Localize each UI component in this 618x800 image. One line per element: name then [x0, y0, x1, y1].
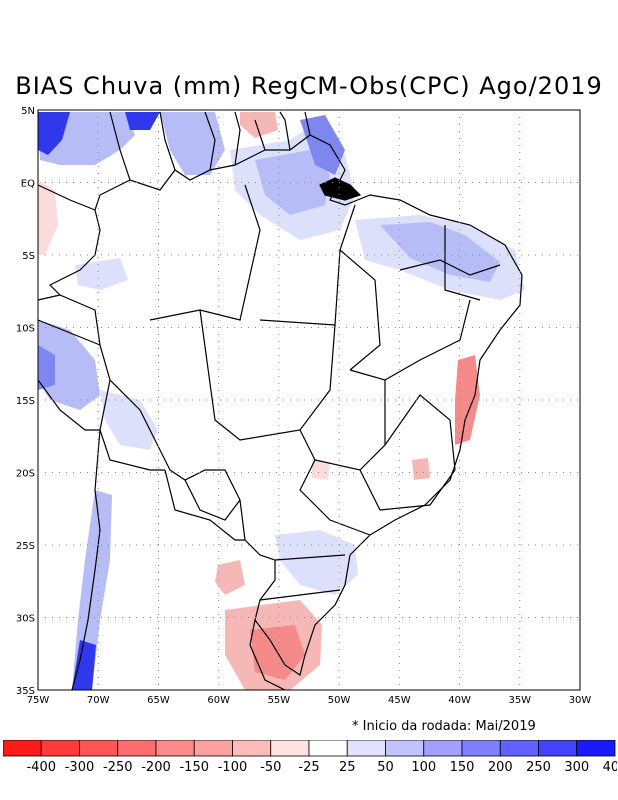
colorbar-swatch	[117, 740, 157, 757]
positive-bias-amapa-deep	[300, 115, 345, 175]
lon-tick-label: 60W	[207, 695, 230, 706]
colorbar-label: -400	[26, 760, 56, 775]
lat-tick-label: 5N	[21, 106, 35, 117]
guianas	[234, 111, 311, 166]
lat-tick-label: 30S	[16, 614, 35, 625]
lon-tick-label: 35W	[508, 695, 531, 706]
colorbar-label: -150	[179, 760, 209, 775]
colorbar-label: 250	[526, 760, 551, 775]
positive-bias-chile-deep	[72, 640, 96, 690]
colorbar-label: -200	[141, 760, 171, 775]
state-line-mato-grosso	[199, 309, 336, 441]
colombia-venezuela	[37, 111, 266, 211]
colorbar-label: -250	[103, 760, 133, 775]
map-grid	[38, 110, 580, 690]
negative-bias-north-cap	[240, 112, 278, 138]
amazon-delta	[319, 177, 362, 201]
colorbar-label: -300	[65, 760, 95, 775]
uruguay-border	[249, 619, 286, 691]
colorbar-label: 150	[450, 760, 475, 775]
lat-tick-label: 20S	[16, 469, 35, 480]
positive-bias-bolivia	[100, 390, 158, 450]
colorbar-swatch	[385, 740, 425, 757]
negative-bias-mato-grosso-sul	[312, 458, 330, 480]
colorbar: -400 -300 -250 -200 -150 -100 -50 -25 25 50 100 150…	[3, 740, 617, 775]
state-line-northeast	[399, 225, 501, 301]
colorbar-label: 100	[411, 760, 436, 775]
colorbar-label: 25	[339, 760, 356, 775]
colorbar-label: 200	[488, 760, 513, 775]
bolivia-border	[99, 379, 165, 471]
state-line-para	[259, 204, 356, 326]
state-line-sao-paulo	[299, 459, 371, 536]
colorbar-label: 400	[603, 760, 617, 775]
lat-tick-label: 10S	[16, 324, 35, 335]
paraguay-border	[184, 479, 241, 521]
colorbar-label: 300	[564, 760, 589, 775]
colorbar-label: 50	[377, 760, 394, 775]
lon-tick-label: 45W	[388, 695, 411, 706]
lon-tick-label: 30W	[569, 695, 592, 706]
positive-bias-northwest-deep	[38, 112, 70, 155]
colorbar-swatch	[423, 740, 463, 757]
positive-bias-peru	[38, 320, 100, 410]
colorbar-label: -25	[298, 760, 319, 775]
lon-tick-label: 50W	[328, 695, 351, 706]
lon-tick-label: 55W	[268, 695, 291, 706]
state-line-south	[259, 554, 346, 601]
colorbar-swatch	[155, 740, 195, 757]
state-line-amazonas	[149, 184, 261, 321]
lon-tick-label: 70W	[87, 695, 110, 706]
negative-bias-minas	[412, 458, 430, 480]
colorbar-label: -50	[260, 760, 281, 775]
negative-bias-west-coast	[38, 180, 58, 255]
colorbar-swatch	[40, 740, 80, 757]
colorbar-label: -100	[218, 760, 248, 775]
chile-argentina	[71, 429, 245, 691]
colorbar-swatch	[79, 740, 119, 757]
positive-bias-western-amazon	[75, 258, 128, 290]
colorbar-swatch	[3, 740, 42, 757]
lat-tick-label: 5S	[22, 251, 35, 262]
positive-bias-south	[275, 530, 358, 595]
colorbar-swatch	[499, 740, 539, 757]
negative-bias-bahia-coast	[455, 355, 480, 445]
run-start-note: * Inicio da rodada: Mai/2019	[352, 719, 536, 734]
colorbar-swatch	[576, 740, 616, 757]
lat-tick-label: 15S	[16, 396, 35, 407]
state-line-goias	[299, 369, 386, 471]
colorbar-swatch	[270, 740, 310, 757]
positive-bias-para	[255, 150, 330, 215]
state-line-minas	[359, 394, 456, 511]
lon-tick-label: 40W	[448, 695, 471, 706]
colorbar-swatch	[308, 740, 348, 757]
positive-bias-northeast-mid	[380, 222, 500, 282]
map-title: BIAS Chuva (mm) RegCM-Obs(CPC) Ago/2019	[15, 72, 603, 100]
pacific-coast	[37, 379, 100, 431]
state-line-bahia	[384, 299, 471, 381]
lat-tick-label: 35S	[16, 686, 35, 697]
colorbar-swatch	[193, 740, 233, 757]
colorbar-swatch	[538, 740, 578, 757]
colorbar-swatch	[232, 740, 272, 757]
positive-bias-peru-deep	[38, 345, 55, 390]
colorbar-swatch	[346, 740, 386, 757]
positive-bias-north-deep	[125, 112, 160, 130]
bias-shading	[38, 112, 525, 690]
state-line-tocantins	[339, 249, 381, 371]
lat-tick-label: EQ	[21, 179, 35, 190]
peru-border	[37, 294, 101, 346]
colorbar-swatch	[461, 740, 501, 757]
lat-tick-label: 25S	[16, 541, 35, 552]
lon-tick-label: 75W	[27, 695, 50, 706]
map-ticks: 75W 70W 65W 60W 55W 50W 45W 40W 35W 30W 5N EQ 5S 10S 1…	[16, 106, 591, 706]
lon-tick-label: 65W	[147, 695, 170, 706]
positive-bias-north-guiana	[160, 112, 225, 175]
negative-bias-paraguay	[215, 560, 245, 595]
political-borders	[37, 111, 523, 691]
